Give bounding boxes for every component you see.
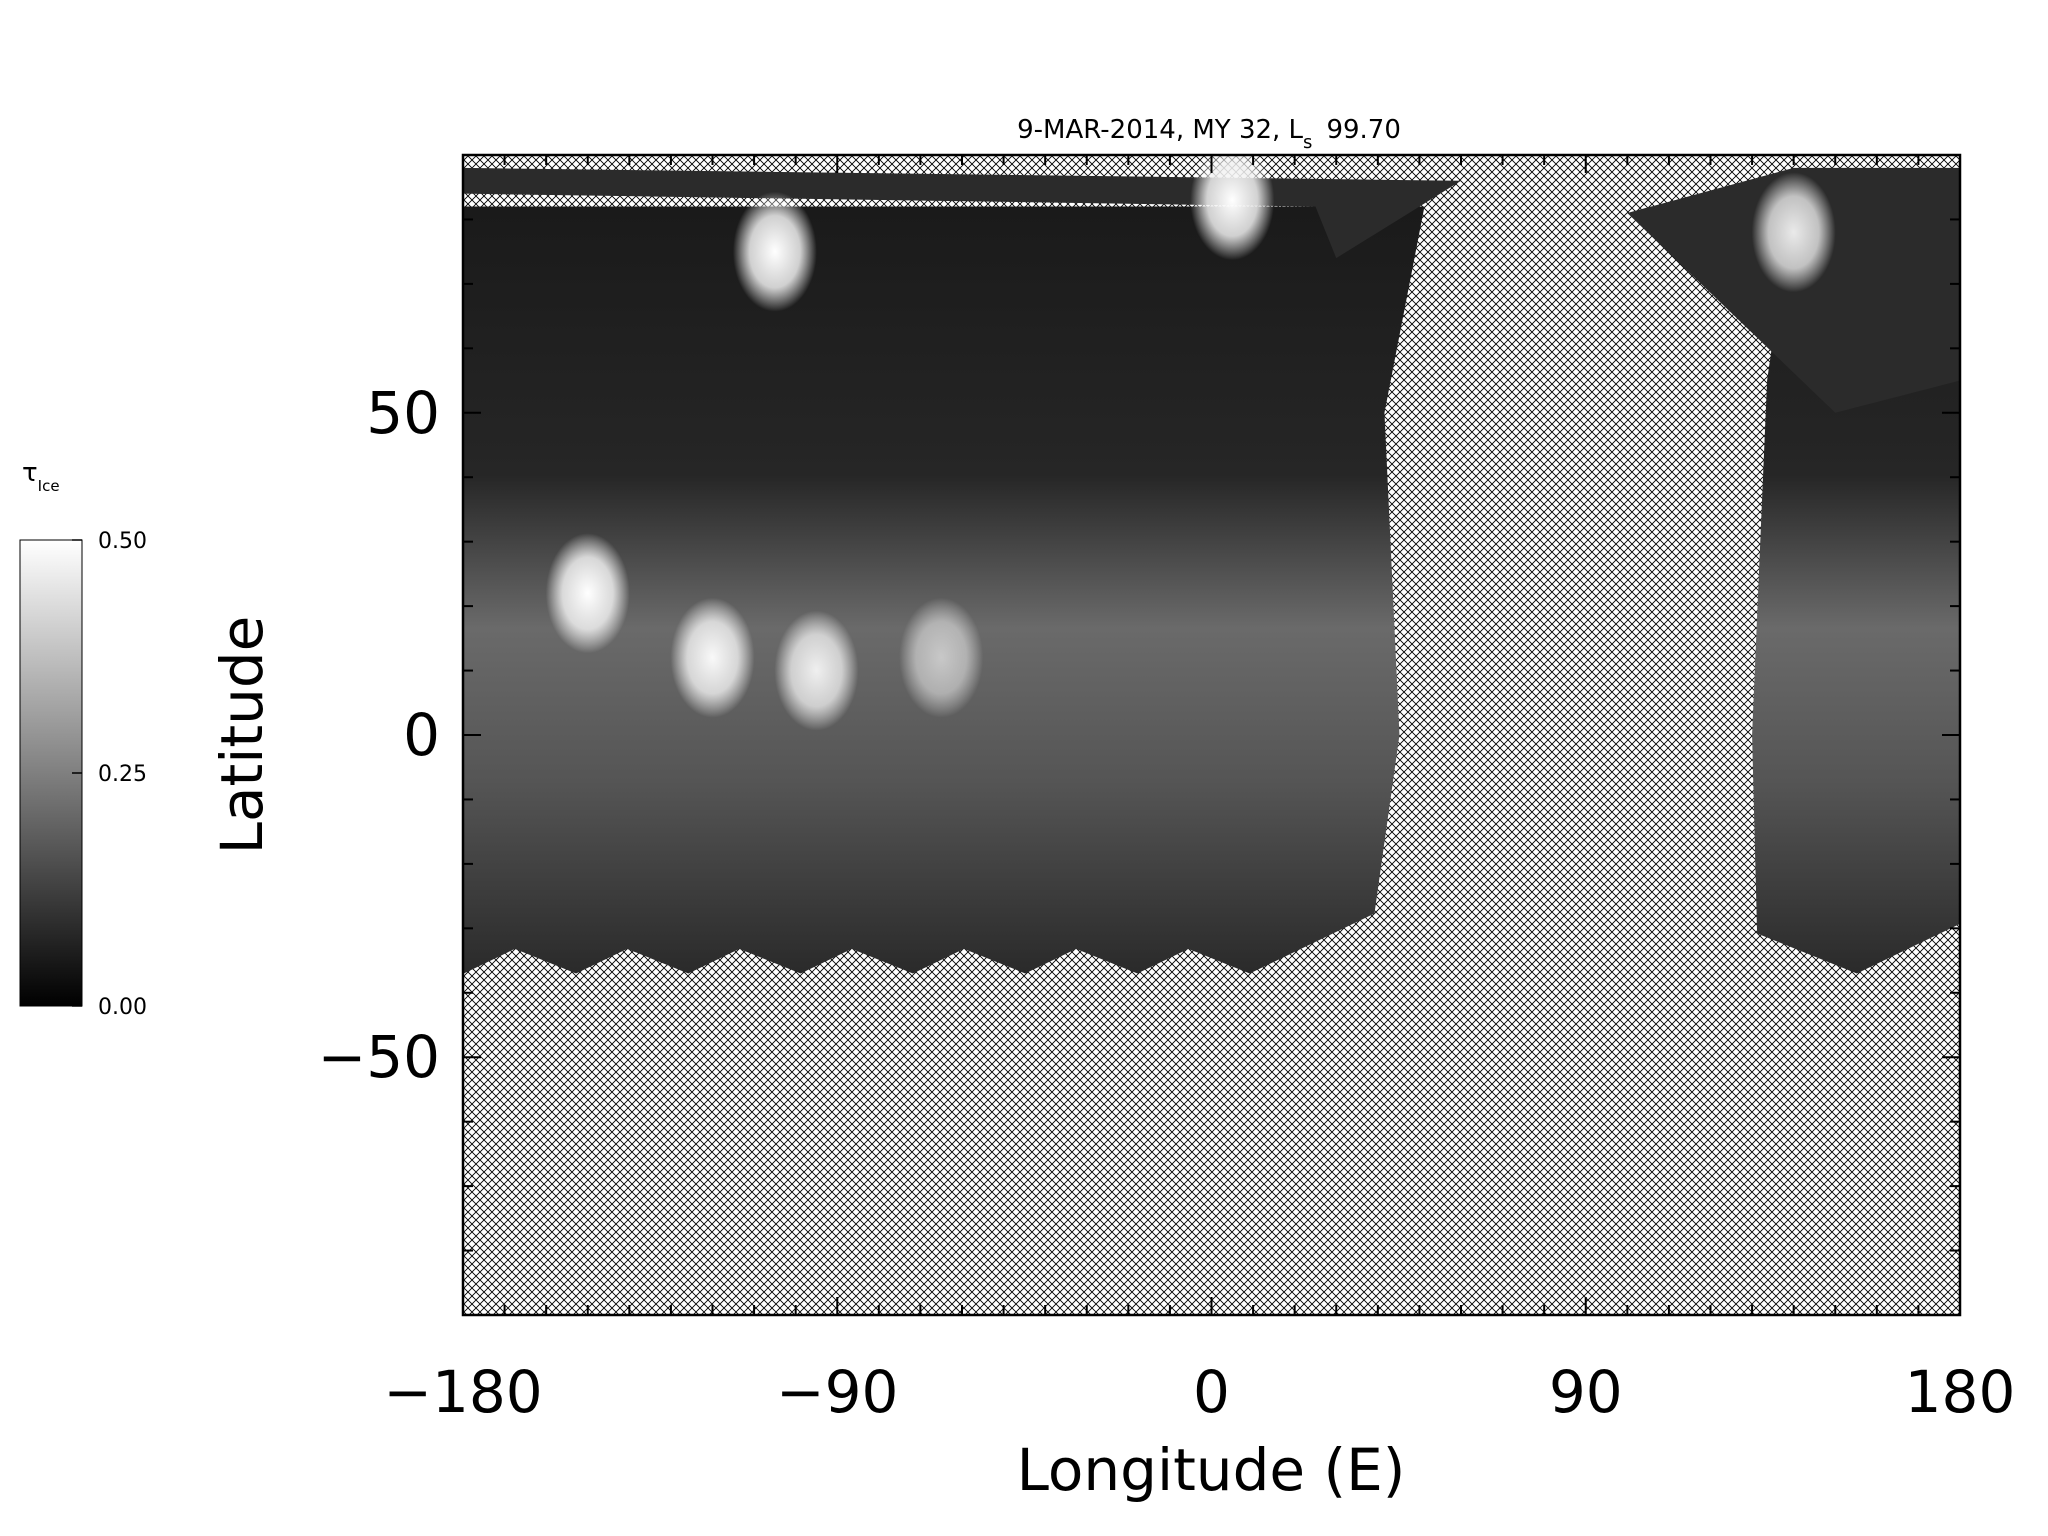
plot-area <box>461 153 1962 1317</box>
ice-cloud-6 <box>1751 172 1836 293</box>
x-tick-label: 0 <box>1193 1358 1230 1426</box>
chart-title: 9-MAR-2014, MY 32, Ls 99.70 <box>1017 115 1401 153</box>
ice-cloud-4 <box>732 191 817 312</box>
y-tick-label: −50 <box>318 1023 440 1091</box>
ice-cloud-2 <box>774 610 859 731</box>
swath-7 <box>1144 206 1425 974</box>
swath-8 <box>1752 206 1960 974</box>
ice-cloud-3 <box>899 597 984 718</box>
colorbar-label: τIce <box>22 458 60 495</box>
axis-ticks <box>462 154 1961 1316</box>
y-tick-label: 50 <box>366 379 440 447</box>
colorbar: τIce 0.50 0.25 0.00 <box>19 458 147 1020</box>
data-swaths <box>463 167 1960 974</box>
colorbar-ticks: 0.50 0.25 0.00 <box>72 529 147 1020</box>
ice-cloud-layer <box>545 155 1836 731</box>
colorbar-tick-label: 0.50 <box>98 529 147 554</box>
x-tick-label: 90 <box>1549 1358 1623 1426</box>
y-axis-title: Latitude <box>208 616 276 855</box>
x-axis-title: Longitude (E) <box>1017 1436 1406 1504</box>
ice-cloud-5 <box>1190 155 1275 261</box>
ice-cloud-1 <box>670 597 755 718</box>
ice-cloud-0 <box>545 533 630 654</box>
y-tick-labels: 50 0 −50 <box>318 379 440 1091</box>
colorbar-tick-label: 0.25 <box>98 762 147 787</box>
x-tick-label: 180 <box>1905 1358 2016 1426</box>
x-tick-label: −90 <box>776 1358 898 1426</box>
y-tick-label: 0 <box>403 701 440 769</box>
x-tick-labels: −180 −90 0 90 180 <box>383 1358 2015 1426</box>
colorbar-tick-label: 0.00 <box>98 995 147 1020</box>
x-tick-label: −180 <box>383 1358 542 1426</box>
